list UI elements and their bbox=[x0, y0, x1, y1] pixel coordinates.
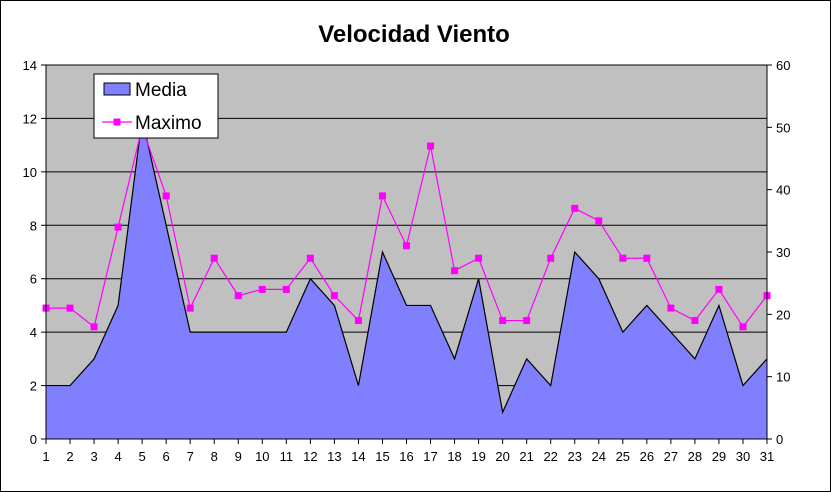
maximo-point bbox=[66, 304, 74, 312]
maximo-point bbox=[186, 304, 194, 312]
maximo-point bbox=[162, 192, 170, 200]
maximo-point bbox=[475, 254, 483, 262]
right-tick-label: 50 bbox=[776, 120, 790, 135]
x-tick-label: 16 bbox=[399, 449, 413, 464]
x-tick-label: 2 bbox=[66, 449, 73, 464]
maximo-point bbox=[667, 304, 675, 312]
left-tick-label: 10 bbox=[23, 165, 37, 180]
maximo-point bbox=[258, 285, 266, 293]
x-tick-label: 31 bbox=[760, 449, 774, 464]
maximo-point bbox=[619, 254, 627, 262]
maximo-point bbox=[234, 292, 242, 300]
maximo-point bbox=[547, 254, 555, 262]
legend-maximo-label: Maximo bbox=[135, 113, 202, 134]
x-tick-label: 8 bbox=[211, 449, 218, 464]
left-tick-label: 8 bbox=[30, 218, 37, 233]
maximo-point bbox=[523, 317, 531, 325]
maximo-point bbox=[595, 217, 603, 225]
media-area bbox=[46, 118, 767, 439]
maximo-point bbox=[691, 317, 699, 325]
x-tick-label: 1 bbox=[42, 449, 49, 464]
maximo-point bbox=[403, 242, 410, 250]
x-tick-label: 20 bbox=[495, 449, 509, 464]
x-tick-label: 6 bbox=[163, 449, 170, 464]
maximo-point bbox=[427, 142, 435, 150]
left-tick-label: 12 bbox=[23, 111, 37, 126]
x-tick-label: 26 bbox=[640, 449, 654, 464]
legend-media-swatch bbox=[103, 82, 131, 96]
right-tick-label: 10 bbox=[776, 370, 790, 385]
x-tick-label: 21 bbox=[519, 449, 533, 464]
left-tick-label: 6 bbox=[30, 272, 37, 287]
x-tick-label: 25 bbox=[616, 449, 630, 464]
x-tick-label: 3 bbox=[90, 449, 97, 464]
maximo-point bbox=[451, 267, 459, 275]
maximo-point bbox=[306, 254, 314, 262]
right-tick-label: 30 bbox=[776, 245, 790, 260]
x-tick-label: 29 bbox=[712, 449, 726, 464]
x-tick-label: 4 bbox=[114, 449, 121, 464]
x-tick-label: 18 bbox=[447, 449, 461, 464]
maximo-point bbox=[571, 204, 579, 212]
x-tick-label: 27 bbox=[664, 449, 678, 464]
maximo-point bbox=[499, 317, 507, 325]
x-tick-label: 17 bbox=[423, 449, 437, 464]
x-tick-label: 10 bbox=[255, 449, 269, 464]
x-tick-label: 23 bbox=[567, 449, 581, 464]
left-tick-label: 4 bbox=[30, 325, 37, 340]
right-tick-label: 40 bbox=[776, 183, 790, 198]
x-tick-label: 11 bbox=[280, 449, 294, 464]
maximo-point bbox=[739, 323, 747, 331]
maximo-point bbox=[715, 285, 723, 293]
legend-media-label: Media bbox=[135, 80, 187, 101]
x-tick-label: 7 bbox=[187, 449, 194, 464]
legend: Media Maximo bbox=[93, 73, 219, 139]
media-area-series bbox=[46, 118, 768, 439]
x-tick-label: 28 bbox=[688, 449, 702, 464]
left-tick-label: 0 bbox=[30, 432, 37, 447]
right-tick-label: 60 bbox=[776, 58, 790, 73]
maximo-point bbox=[282, 285, 290, 293]
maximo-point bbox=[354, 317, 362, 325]
maximo-point bbox=[643, 254, 651, 262]
x-tick-label: 5 bbox=[139, 449, 146, 464]
maximo-point bbox=[90, 323, 98, 331]
right-tick-label: 20 bbox=[776, 307, 790, 322]
x-tick-label: 19 bbox=[471, 449, 485, 464]
right-tick-label: 0 bbox=[776, 432, 783, 447]
maximo-point bbox=[114, 223, 122, 231]
maximo-point bbox=[378, 192, 386, 200]
x-tick-label: 15 bbox=[375, 449, 389, 464]
legend-maximo-marker bbox=[113, 118, 121, 126]
left-tick-label: 14 bbox=[23, 58, 37, 73]
left-tick-label: 2 bbox=[30, 379, 37, 394]
chart-title: Velocidad Viento bbox=[318, 21, 510, 48]
x-tick-label: 14 bbox=[351, 449, 365, 464]
x-tick-label: 30 bbox=[736, 449, 750, 464]
x-tick-label: 12 bbox=[303, 449, 317, 464]
x-tick-label: 9 bbox=[235, 449, 242, 464]
x-tick-label: 13 bbox=[327, 449, 341, 464]
media-area-outline bbox=[46, 118, 768, 415]
x-tick-label: 22 bbox=[543, 449, 557, 464]
x-tick-label: 24 bbox=[592, 449, 606, 464]
maximo-point bbox=[330, 292, 338, 300]
maximo-point bbox=[210, 254, 218, 262]
